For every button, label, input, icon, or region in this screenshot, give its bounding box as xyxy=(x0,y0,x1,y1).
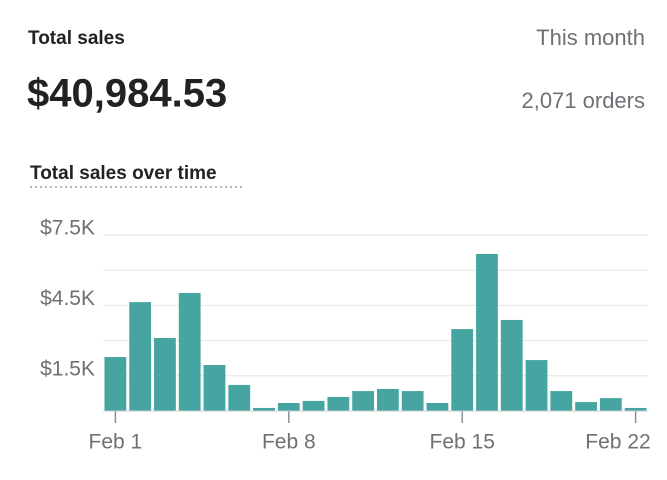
x-tick-label: Feb 8 xyxy=(262,431,316,454)
bar xyxy=(575,402,597,411)
bar xyxy=(550,391,573,411)
bar xyxy=(277,403,300,411)
bar xyxy=(500,319,523,411)
x-tick-label: Feb 1 xyxy=(89,431,143,454)
x-tick-label: Feb 22 xyxy=(585,431,650,454)
bar xyxy=(154,338,176,411)
x-tick-label: Feb 15 xyxy=(430,431,495,454)
bar xyxy=(302,400,325,411)
bar xyxy=(376,388,399,411)
bar xyxy=(401,391,424,411)
bar xyxy=(624,407,647,411)
total-value: $40,984.53 xyxy=(27,72,227,116)
bar xyxy=(178,292,201,411)
y-tick-label: $7.5K xyxy=(40,217,95,240)
card-title: Total sales xyxy=(28,28,125,49)
chart-title: Total sales over time xyxy=(30,163,217,184)
bar xyxy=(327,396,350,411)
bar xyxy=(253,407,275,411)
orders: 2,071 orders xyxy=(521,88,645,113)
y-tick-label: $4.5K xyxy=(40,287,95,310)
bar xyxy=(228,384,251,411)
y-tick-label: $1.5K xyxy=(40,357,95,380)
bar xyxy=(352,391,375,411)
bar xyxy=(104,357,127,411)
bar xyxy=(599,398,622,411)
bar xyxy=(203,365,226,411)
bar xyxy=(476,254,498,411)
bar xyxy=(451,329,474,411)
bar xyxy=(525,360,548,411)
bar xyxy=(129,302,152,411)
bar xyxy=(426,403,449,411)
period[interactable]: This month xyxy=(536,25,645,50)
